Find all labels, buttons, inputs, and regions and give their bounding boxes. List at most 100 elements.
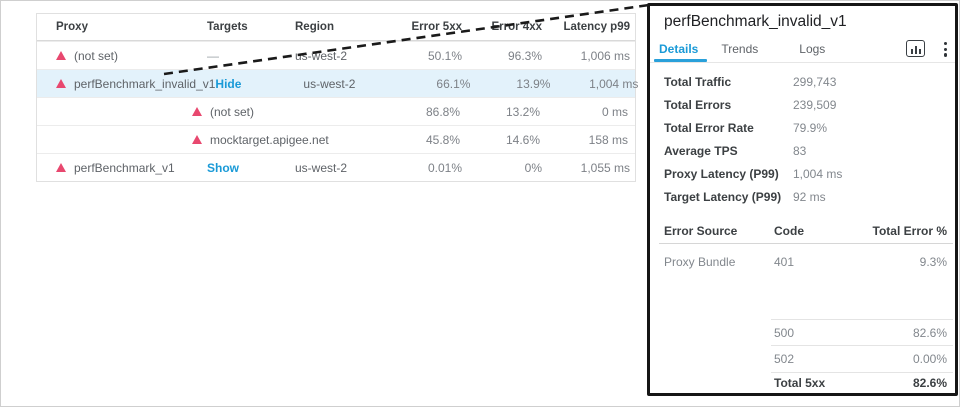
proxy-table: Proxy Targets Region Error 5xx Error 4xx… [36,13,638,182]
table-subrow-target[interactable]: (not set) 86.8% 13.2% 0 ms [37,97,635,125]
show-targets-link[interactable]: Show [207,160,239,175]
pct-cell: 82.6% [912,375,947,390]
error4xx-cell: 14.6% [505,132,540,147]
warning-triangle-icon [56,163,66,172]
col-header-error5xx: Error 5xx [411,21,462,33]
proxy-cell: perfBenchmark_invalid_v1 [37,77,215,91]
table-row[interactable]: (not set) — us-west-2 50.1% 96.3% 1,006 … [37,41,635,69]
panel-tabs: Details Trends Logs [659,42,825,56]
pct-cell: 9.3% [919,255,947,269]
region-cell: us-west-2 [295,160,348,175]
metric-label: Proxy Latency (P99) [664,166,779,181]
code-header: Code [774,224,804,238]
target-name: mocktarget.apigee.net [210,132,329,147]
tabs-divider [650,62,955,63]
targets-cell: Hide [215,77,303,91]
targets-cell: Show [207,161,295,175]
metric-label: Target Latency (P99) [664,189,782,204]
hide-targets-link[interactable]: Hide [215,76,242,91]
target-name: (not set) [210,104,255,119]
metrics-list: Total Traffic 299,743 Total Errors 239,5… [664,70,947,208]
code-cell: 502 [774,352,795,366]
latency-cell: 158 ms [588,132,628,147]
error-table-header: Error Source Code Total Error % [664,224,947,238]
region-cell: us-west-2 [295,48,348,63]
active-tab-underline [654,59,707,62]
error4xx-cell: 13.9% [516,76,551,91]
error4xx-cell: 96.3% [507,48,542,63]
region-cell: us-west-2 [303,76,356,91]
metric-row: Total Traffic 299,743 [664,70,947,93]
latency-cell: 0 ms [601,104,628,119]
metric-value: 79.9% [793,120,828,135]
col-header-targets: Targets [207,21,248,33]
proxy-cell: perfBenchmark_v1 [37,161,207,175]
proxy-cell: (not set) [37,49,207,63]
metric-value: 92 ms [793,189,826,204]
metric-value: 1,004 ms [793,166,843,181]
table-row-selected[interactable]: perfBenchmark_invalid_v1 Hide us-west-2 … [37,69,638,97]
proxy-table-header: Proxy Targets Region Error 5xx Error 4xx… [37,14,635,41]
error-table-divider [659,243,953,244]
targets-cell: — [207,48,219,63]
error5xx-cell: 86.8% [425,104,460,119]
pct-cell: 0.00% [912,352,947,366]
total-error-pct-header: Total Error % [872,224,947,238]
error-row-502: 502 0.00% [771,345,953,372]
proxy-name: perfBenchmark_v1 [74,160,175,175]
error5xx-cell: 0.01% [427,160,462,175]
error5xx-cell: 45.8% [425,132,460,147]
tab-logs[interactable]: Logs [799,42,826,56]
error-source-cell: Proxy Bundle [664,255,736,269]
error5xx-cell: 50.1% [427,48,462,63]
detail-panel: perfBenchmark_invalid_v1 Details Trends … [647,3,958,396]
metric-label: Total Errors [664,97,732,112]
metric-row: Total Error Rate 79.9% [664,116,947,139]
proxy-name: (not set) [74,48,119,63]
col-header-latency: Latency p99 [563,21,630,33]
metric-row: Total Errors 239,509 [664,93,947,116]
error-row-500: 500 82.6% [771,319,953,345]
bar-chart-bar [918,49,921,54]
target-cell: mocktarget.apigee.net [192,133,388,147]
metric-row: Proxy Latency (P99) 1,004 ms [664,162,947,185]
metric-label: Total Traffic [664,74,732,89]
latency-cell: 1,006 ms [580,48,630,63]
latency-cell: 1,004 ms [589,76,639,91]
warning-triangle-icon [192,107,202,116]
error4xx-cell: 13.2% [505,104,540,119]
error5xx-cell: 66.1% [436,76,471,91]
metric-value: 239,509 [793,97,837,112]
metric-value: 299,743 [793,74,837,89]
panel-title: perfBenchmark_invalid_v1 [664,13,847,30]
bar-chart-icon[interactable] [906,40,925,57]
col-header-error4xx: Error 4xx [491,21,542,33]
proxy-name: perfBenchmark_invalid_v1 [74,76,216,91]
table-subrow-target[interactable]: mocktarget.apigee.net 45.8% 14.6% 158 ms [37,125,635,153]
error4xx-cell: 0% [524,160,542,175]
tab-trends[interactable]: Trends [721,42,759,56]
error-source-header: Error Source [664,224,738,238]
tab-details[interactable]: Details [659,42,699,56]
metric-row: Average TPS 83 [664,139,947,162]
target-cell: (not set) [192,105,388,119]
table-row[interactable]: perfBenchmark_v1 Show us-west-2 0.01% 0%… [37,153,635,181]
metric-row: Target Latency (P99) 92 ms [664,185,947,208]
error-row-total-5xx: Total 5xx 82.6% [771,372,953,392]
code-cell: Total 5xx [774,375,826,390]
col-header-region: Region [295,21,334,33]
code-cell: 401 [774,255,795,269]
warning-triangle-icon [192,135,202,144]
warning-triangle-icon [56,79,66,88]
kebab-menu-icon[interactable] [943,41,948,58]
metric-value: 83 [793,143,807,158]
error-row-proxy-bundle: Proxy Bundle 401 9.3% [664,251,947,273]
bar-chart-bar [910,49,913,54]
code-cell: 500 [774,325,795,340]
metric-label: Average TPS [664,143,738,158]
pct-cell: 82.6% [912,325,947,340]
latency-cell: 1,055 ms [580,160,630,175]
bar-chart-bar [914,46,917,54]
col-header-proxy: Proxy [56,21,88,33]
